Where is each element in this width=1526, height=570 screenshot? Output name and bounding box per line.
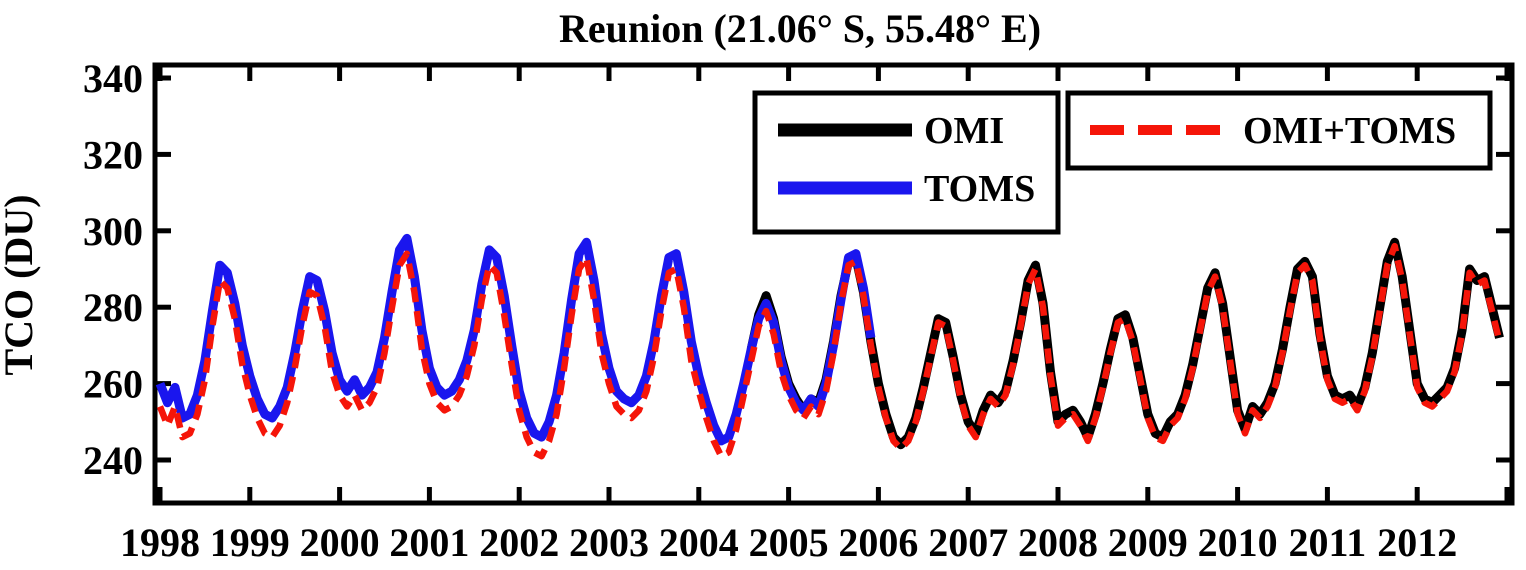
x-tick-label: 2005 xyxy=(749,520,829,565)
y-axis-label: TCO (DU) xyxy=(0,194,41,375)
y-axis-ticks xyxy=(155,75,1512,463)
legend-label-omi: OMI xyxy=(924,110,1004,152)
x-tick-label: 2008 xyxy=(1018,520,1098,565)
series-lines xyxy=(155,233,1504,460)
x-tick-label: 2000 xyxy=(300,520,380,565)
x-tick-label: 2001 xyxy=(389,520,469,565)
plot-frame xyxy=(152,62,1515,506)
x-tick-label: 2004 xyxy=(659,520,739,565)
y-tick-label: 320 xyxy=(83,132,143,177)
x-tick-label: 2011 xyxy=(1289,520,1367,565)
x-tick-label: 2006 xyxy=(838,520,918,565)
x-tick-label: 1999 xyxy=(210,520,290,565)
x-tick-label: 2010 xyxy=(1198,520,1278,565)
y-tick-label: 280 xyxy=(83,285,143,330)
y-tick-label: 340 xyxy=(83,56,143,101)
series-toms-line xyxy=(155,233,876,446)
x-axis-ticks xyxy=(157,65,1510,503)
y-tick-label: 260 xyxy=(83,362,143,407)
y-tick-label: 240 xyxy=(83,438,143,483)
series-omi-toms-line xyxy=(156,242,1503,460)
x-axis-tick-labels: 1998 1999 2000 2001 2002 2003 2004 2005 2006 2007… xyxy=(120,520,1457,565)
legend-box-solid-series: OMI TOMS xyxy=(752,90,1061,235)
legend-box-1-frame xyxy=(752,90,1061,235)
legend-box-merged-series: OMI+TOMS xyxy=(1065,90,1493,171)
x-tick-label: 1998 xyxy=(120,520,200,565)
x-tick-label: 2003 xyxy=(569,520,649,565)
x-tick-label: 2002 xyxy=(479,520,559,565)
x-tick-label: 2012 xyxy=(1377,520,1457,565)
y-axis-tick-labels: 340 320 300 280 260 240 xyxy=(83,56,143,483)
x-tick-label: 2007 xyxy=(928,520,1008,565)
chart-title: Reunion (21.06° S, 55.48° E) xyxy=(559,6,1041,51)
y-tick-label: 300 xyxy=(83,209,143,254)
legend-label-toms: TOMS xyxy=(924,168,1035,210)
x-tick-label: 2009 xyxy=(1108,520,1188,565)
legend-label-omi-toms: OMI+TOMS xyxy=(1243,110,1456,152)
